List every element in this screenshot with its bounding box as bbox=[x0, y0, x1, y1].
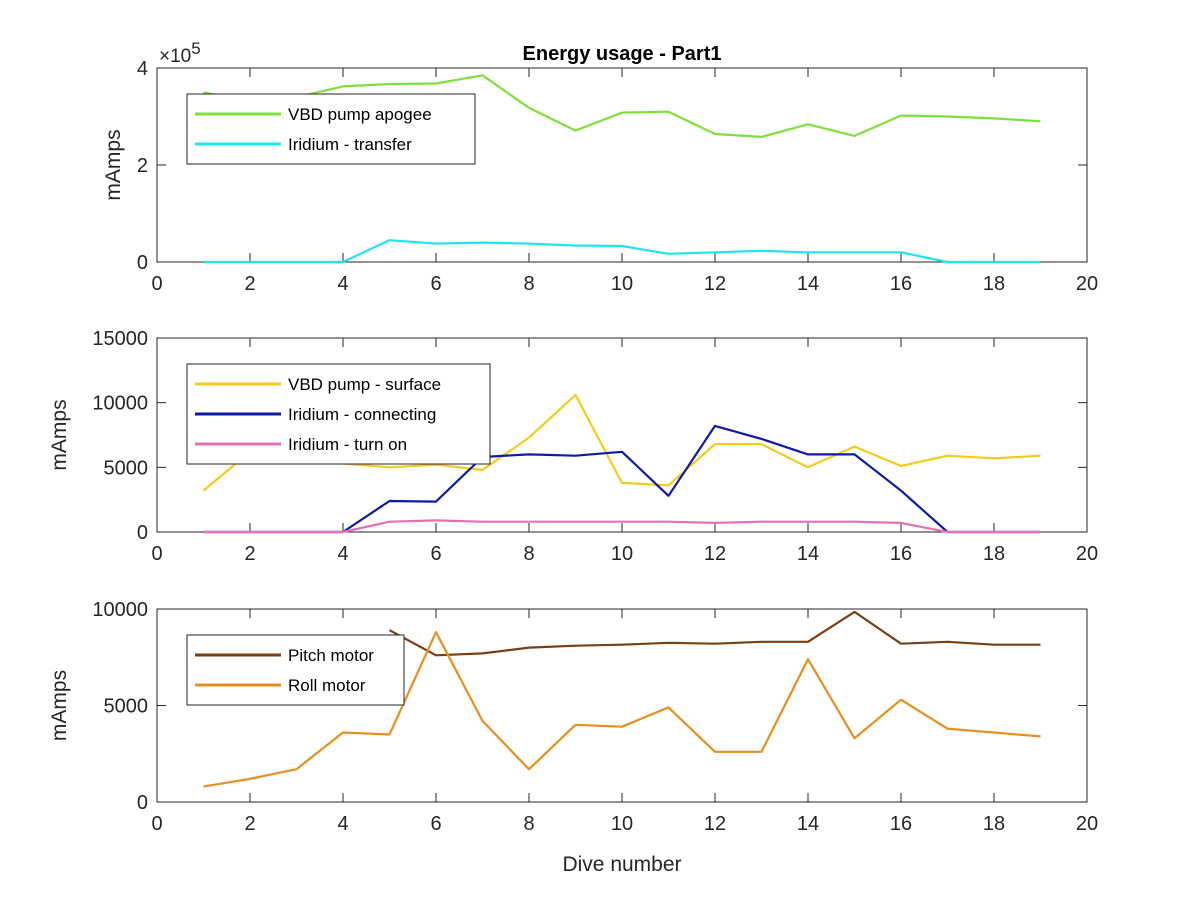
x-tick-label: 18 bbox=[983, 813, 1005, 835]
legend-label: Roll motor bbox=[288, 676, 366, 695]
x-tick-label: 14 bbox=[797, 543, 819, 565]
legend-box bbox=[186, 634, 405, 706]
legend: VBD pump apogee Iridium - transfer bbox=[186, 93, 476, 165]
x-tick-label: 20 bbox=[1076, 543, 1098, 565]
x-axis-label: Dive number bbox=[562, 853, 681, 876]
x-tick-label: 12 bbox=[704, 543, 726, 565]
legend-label: Iridium - turn on bbox=[288, 435, 407, 454]
chart-panel-3: 0 2 4 6 8 10 12 14 16 18 20 0 5000 10000 mAmps Dive num… bbox=[48, 599, 1098, 876]
x-tick-label: 0 bbox=[151, 813, 162, 835]
y-tick-label: 0 bbox=[137, 522, 148, 544]
x-tick-label: 2 bbox=[244, 273, 255, 295]
x-tick-label: 16 bbox=[890, 273, 912, 295]
y-axis-label: mAmps bbox=[48, 399, 71, 470]
x-tick-label: 4 bbox=[337, 273, 348, 295]
series-roll-motor bbox=[203, 631, 1041, 788]
x-tick-label: 12 bbox=[704, 273, 726, 295]
x-tick-label: 6 bbox=[430, 543, 441, 565]
y-tick-label: 5000 bbox=[104, 457, 149, 479]
y-tick-label: 2 bbox=[137, 155, 148, 177]
x-tick-label: 6 bbox=[430, 273, 441, 295]
x-tick-label: 14 bbox=[797, 813, 819, 835]
chart-panel-1: 0 2 4 6 8 10 12 14 16 18 20 0 2 4 ×105 mAmps Energy usag… bbox=[102, 39, 1098, 295]
y-axis-label: mAmps bbox=[48, 670, 71, 741]
legend-label: Pitch motor bbox=[288, 646, 374, 665]
series-vbd-pump-apogee bbox=[203, 74, 1041, 138]
x-tick-label: 4 bbox=[337, 543, 348, 565]
x-tick-label: 4 bbox=[337, 813, 348, 835]
chart-title: Energy usage - Part1 bbox=[523, 43, 722, 65]
x-tick-label: 12 bbox=[704, 813, 726, 835]
y-tick-label: 15000 bbox=[92, 328, 148, 350]
legend-label: VBD pump - surface bbox=[288, 375, 441, 394]
x-tick-label: 8 bbox=[523, 543, 534, 565]
series-pitch-motor bbox=[388, 610, 1041, 657]
y-tick-label: 5000 bbox=[104, 696, 149, 718]
legend-label: VBD pump apogee bbox=[288, 105, 432, 124]
x-tick-label: 16 bbox=[890, 543, 912, 565]
x-tick-label: 20 bbox=[1076, 813, 1098, 835]
y-tick-label: 10000 bbox=[92, 393, 148, 415]
x-tick-label: 0 bbox=[151, 543, 162, 565]
y-tick-label: 10000 bbox=[92, 599, 148, 621]
y-tick-label: 4 bbox=[137, 58, 148, 80]
x-tick-label: 8 bbox=[523, 813, 534, 835]
x-tick-label: 6 bbox=[430, 813, 441, 835]
legend-label: Iridium - transfer bbox=[288, 135, 412, 154]
series-line bbox=[203, 631, 1041, 788]
series-line bbox=[203, 74, 1041, 138]
x-tick-label: 2 bbox=[244, 813, 255, 835]
y-tick-label: 0 bbox=[137, 252, 148, 274]
series-line bbox=[388, 610, 1041, 657]
legend: Pitch motor Roll motor bbox=[186, 634, 405, 706]
legend: VBD pump - surface Iridium - connecting Ir… bbox=[186, 363, 491, 465]
x-tick-label: 0 bbox=[151, 273, 162, 295]
x-tick-label: 14 bbox=[797, 273, 819, 295]
series-iridium-transfer bbox=[203, 239, 1041, 264]
x-tick-label: 2 bbox=[244, 543, 255, 565]
x-tick-label: 20 bbox=[1076, 273, 1098, 295]
chart-panel-2: 0 2 4 6 8 10 12 14 16 18 20 0 5000 10000 15000 mAmps VBD… bbox=[48, 328, 1098, 565]
y-axis-multiplier: ×105 bbox=[159, 39, 201, 67]
legend-label: Iridium - connecting bbox=[288, 405, 436, 424]
y-axis-label: mAmps bbox=[102, 129, 125, 200]
x-tick-label: 10 bbox=[611, 543, 633, 565]
legend-box bbox=[186, 93, 476, 165]
x-tick-label: 8 bbox=[523, 273, 534, 295]
x-tick-label: 16 bbox=[890, 813, 912, 835]
x-tick-label: 10 bbox=[611, 273, 633, 295]
y-tick-label: 0 bbox=[137, 792, 148, 814]
x-tick-label: 10 bbox=[611, 813, 633, 835]
x-tick-label: 18 bbox=[983, 273, 1005, 295]
series-iridium-turn-on bbox=[203, 519, 1041, 534]
x-tick-label: 18 bbox=[983, 543, 1005, 565]
